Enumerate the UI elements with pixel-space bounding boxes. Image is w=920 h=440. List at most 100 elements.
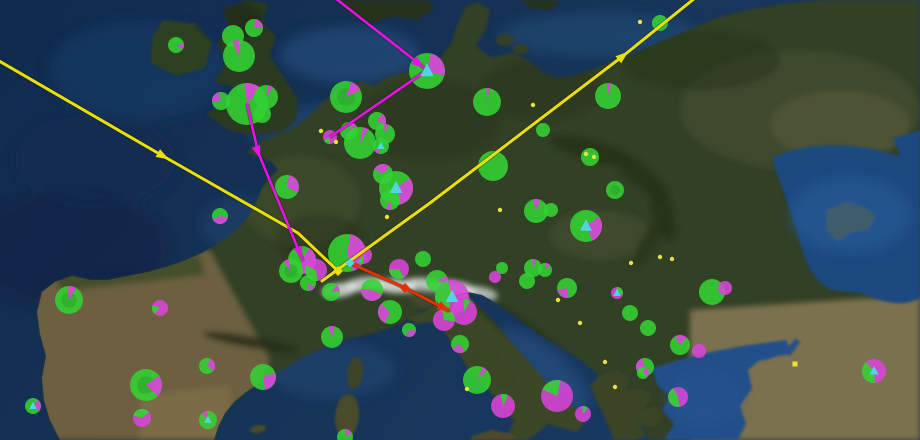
direction-triangle-icon [869, 365, 879, 375]
pie-marker[interactable] [595, 82, 621, 109]
landmass-sardinia [334, 394, 360, 438]
waypoint-square-dot [792, 361, 798, 367]
route-arrow-marker [436, 301, 451, 312]
pie-marker[interactable] [606, 181, 624, 199]
pie-marker[interactable] [652, 15, 668, 31]
pie-marker[interactable] [133, 408, 151, 427]
direction-triangle-icon [204, 415, 212, 423]
waypoint-dot [602, 359, 608, 365]
waypoint-dot [657, 254, 663, 260]
pie-marker[interactable] [380, 190, 400, 210]
pie-marker[interactable] [544, 203, 558, 217]
bosphorus-strait [784, 338, 800, 356]
pie-marker[interactable] [130, 369, 163, 401]
pie-marker[interactable] [575, 405, 591, 422]
pie-marker[interactable] [692, 344, 706, 358]
pie-marker[interactable] [581, 148, 599, 166]
pie-marker[interactable] [55, 286, 83, 314]
waypoint-dot [577, 320, 583, 326]
waypoint-dot [628, 260, 634, 266]
route-arrow-marker [411, 56, 425, 69]
pie-marker[interactable] [211, 92, 230, 110]
waypoint-dot [555, 297, 561, 303]
sea-of-azov [893, 130, 920, 168]
pie-marker[interactable] [541, 380, 573, 412]
pie-marker[interactable] [199, 358, 216, 374]
pie-marker[interactable] [361, 279, 383, 301]
pie-marker[interactable] [300, 275, 316, 291]
waypoint-dot [583, 151, 589, 157]
pie-marker[interactable] [473, 87, 501, 116]
pie-marker[interactable] [670, 334, 690, 355]
pie-marker[interactable] [557, 278, 577, 298]
waypoint-dot [464, 386, 470, 392]
route-diamond-marker [333, 266, 343, 276]
pie-marker[interactable] [337, 428, 353, 440]
landmass-mallorca [250, 424, 266, 434]
landmass-greece [590, 370, 664, 440]
route-red-alps-italy[interactable] [348, 260, 452, 315]
pie-marker[interactable] [622, 305, 638, 321]
pie-marker[interactable] [330, 81, 362, 113]
route-yellow-northeast[interactable] [320, 0, 700, 283]
pie-marker[interactable] [250, 364, 276, 390]
pie-marker[interactable] [637, 367, 649, 379]
pie-marker[interactable] [463, 366, 491, 394]
direction-triangle-icon [579, 219, 593, 231]
pie-marker[interactable] [279, 259, 303, 283]
pie-marker[interactable] [640, 320, 656, 336]
landmass-danish-isles [496, 34, 514, 46]
pie-marker[interactable] [212, 208, 228, 225]
waypoint-dot [530, 102, 536, 108]
pie-marker[interactable] [254, 85, 278, 109]
pie-marker[interactable] [322, 283, 340, 301]
pie-marker[interactable] [389, 259, 409, 280]
route-arrow-marker [251, 144, 261, 159]
waypoint-dot [637, 19, 643, 25]
waypoint-dot [612, 384, 618, 390]
direction-triangle-icon [445, 289, 459, 302]
pie-marker[interactable] [253, 105, 271, 123]
pie-marker[interactable] [275, 175, 299, 199]
pie-marker[interactable] [433, 309, 455, 331]
pie-marker[interactable] [451, 335, 469, 354]
pie-marker[interactable] [478, 151, 508, 181]
pie-marker[interactable] [538, 263, 552, 277]
pie-marker[interactable] [496, 262, 508, 274]
direction-triangle-icon [377, 141, 385, 149]
pie-marker[interactable] [415, 251, 431, 267]
route-arrow-marker [293, 245, 303, 260]
pie-marker[interactable] [524, 198, 548, 223]
pie-marker[interactable] [718, 281, 732, 295]
pie-marker[interactable] [519, 273, 535, 289]
route-arrow-marker [155, 149, 170, 160]
pie-marker[interactable] [402, 323, 416, 337]
pie-marker[interactable] [377, 300, 402, 324]
landmass-sweden-tip [520, 0, 560, 10]
pie-marker[interactable] [451, 298, 477, 325]
landmass-corsica [346, 357, 364, 389]
pie-marker[interactable] [354, 246, 372, 265]
route-arrow-marker [615, 51, 629, 64]
junction-diamond-marker [345, 258, 355, 268]
pie-marker[interactable] [536, 123, 550, 137]
direction-triangle-icon [613, 288, 621, 296]
route-magenta-uk-lyon[interactable] [244, 102, 307, 263]
pie-marker[interactable] [524, 258, 542, 277]
sea-glows [667, 177, 910, 426]
route-yellow-northwest[interactable] [0, 58, 343, 276]
pie-marker[interactable] [668, 387, 688, 407]
pie-marker[interactable] [491, 394, 515, 418]
sea-of-marmara [731, 344, 783, 362]
pie-marker[interactable] [168, 37, 185, 53]
pie-marker[interactable] [245, 19, 263, 37]
direction-triangle-icon [420, 63, 434, 77]
pie-marker[interactable] [321, 326, 343, 348]
pie-marker[interactable] [223, 39, 255, 72]
waypoint-dot [497, 207, 503, 213]
pie-marker[interactable] [151, 300, 168, 316]
pie-marker[interactable] [489, 271, 501, 283]
waypoint-dot [384, 214, 390, 220]
